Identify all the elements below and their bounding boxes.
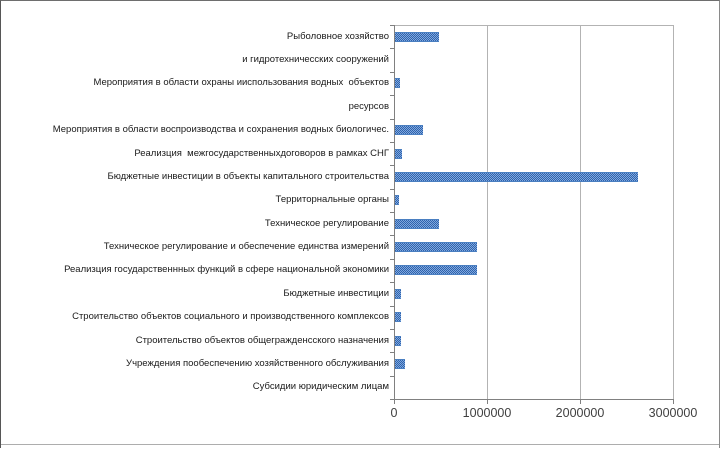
x-tick-label: 1000000 [462, 406, 512, 420]
y-axis-tick [390, 235, 394, 236]
plot-area-top-border [394, 25, 673, 26]
y-axis-tick [390, 48, 394, 49]
category-label: Бюджетные инвестиции [283, 288, 389, 299]
x-axis-line [394, 399, 673, 400]
y-axis-tick [390, 212, 394, 213]
category-label: Учреждения пообеспечению хозяйственного … [126, 358, 389, 369]
x-tick-label: 3000000 [648, 406, 698, 420]
bar-6 [395, 172, 638, 182]
y-axis-tick [390, 329, 394, 330]
category-label: Бюджетные инвестиции в объекты капитальн… [107, 171, 389, 182]
bar-13 [395, 336, 401, 346]
bar-4 [395, 125, 423, 135]
y-axis-tick [390, 352, 394, 353]
bar-5 [395, 149, 402, 159]
category-label: Реализция государственнных функций в сфе… [64, 264, 389, 275]
category-label: Мероприятия в области охраны ииспользова… [93, 77, 389, 88]
y-axis-tick [390, 259, 394, 260]
y-axis-tick [390, 399, 394, 400]
y-axis-tick [390, 282, 394, 283]
gridline-1000000 [487, 25, 488, 399]
y-axis-tick [390, 119, 394, 120]
category-label: Техническое регулирование [264, 218, 389, 229]
y-axis-tick [390, 189, 394, 190]
y-axis-tick [390, 72, 394, 73]
x-axis-tick [580, 399, 581, 404]
gridline-3000000 [673, 25, 674, 399]
bar-10 [395, 265, 477, 275]
x-tick-label: 2000000 [555, 406, 605, 420]
bar-11 [395, 289, 401, 299]
y-axis-tick [390, 376, 394, 377]
y-axis-tick [390, 306, 394, 307]
y-axis-tick [390, 142, 394, 143]
category-label: Субсидии юридическим лицам [252, 381, 389, 392]
bar-14 [395, 359, 405, 369]
category-label: Техническое регулирование и обеспечение … [103, 241, 389, 252]
x-axis-tick [673, 399, 674, 404]
category-label: ресурсов [348, 101, 389, 112]
category-label: Территорнальные органы [275, 194, 389, 205]
x-axis-tick [487, 399, 488, 404]
category-label: Строительство объектов социального и про… [72, 311, 389, 322]
category-label: Реализция межгосударственныхдоговоров в … [134, 148, 389, 159]
x-axis-tick [394, 399, 395, 404]
y-axis-tick [390, 165, 394, 166]
category-label: и гидротехничесских сооружений [242, 54, 389, 65]
y-axis-line [394, 25, 395, 400]
bar-12 [395, 312, 401, 322]
category-label: Строительство объектов общегражденсского… [135, 335, 389, 346]
category-label: Рыболовное хозяйство [286, 31, 389, 42]
bar-2 [395, 78, 400, 88]
bar-7 [395, 195, 399, 205]
bar-8 [395, 219, 439, 229]
bar-9 [395, 242, 477, 252]
y-axis-tick [390, 25, 394, 26]
category-label: Мероприятия в области воспроизводства и … [52, 124, 389, 135]
gridline-2000000 [580, 25, 581, 399]
bar-0 [395, 32, 439, 42]
x-tick-label: 0 [390, 406, 398, 420]
bottom-rule [1, 444, 719, 445]
y-axis-tick [390, 95, 394, 96]
